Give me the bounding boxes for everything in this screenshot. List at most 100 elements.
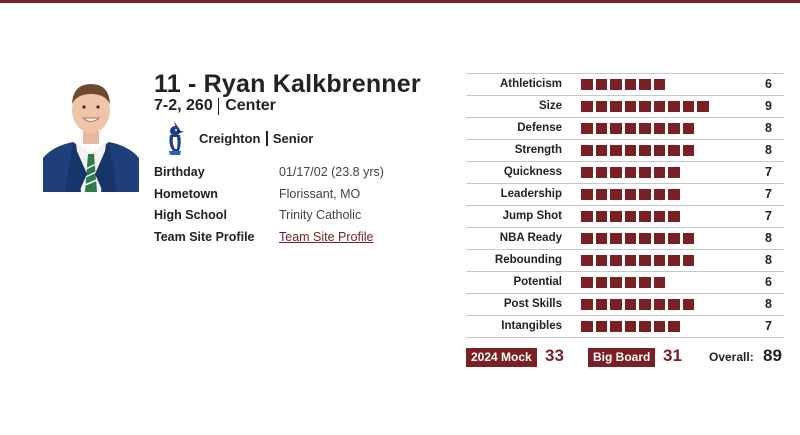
rating-bar-segment bbox=[653, 79, 665, 90]
rating-value: 8 bbox=[765, 231, 772, 245]
rating-bar-segment bbox=[624, 277, 636, 288]
rating-bar bbox=[581, 255, 697, 266]
rating-value: 6 bbox=[765, 275, 772, 289]
rating-label: Size bbox=[538, 100, 562, 112]
rating-bar-segment bbox=[581, 277, 593, 288]
rating-bar-segment bbox=[668, 321, 680, 332]
rating-label: Rebounding bbox=[494, 254, 562, 266]
rating-value: 7 bbox=[765, 165, 772, 179]
rating-bar-segment bbox=[595, 101, 607, 112]
rating-bar-segment bbox=[668, 123, 680, 134]
rating-bar-segment bbox=[610, 145, 622, 156]
rating-bar-segment bbox=[581, 255, 593, 266]
rating-bar-segment bbox=[668, 145, 680, 156]
rating-bar-segment bbox=[624, 167, 636, 178]
rating-bar-segment bbox=[639, 277, 651, 288]
rating-bar bbox=[581, 299, 697, 310]
player-name: 11 - Ryan Kalkbrenner bbox=[154, 70, 421, 98]
rating-bar-segment bbox=[639, 123, 651, 134]
rating-bar-segment bbox=[581, 145, 593, 156]
rating-bar-segment bbox=[682, 233, 694, 244]
rating-bar-segment bbox=[595, 123, 607, 134]
rating-row: Size 9 bbox=[466, 95, 784, 117]
rating-bar-segment bbox=[653, 101, 665, 112]
rating-bar-segment bbox=[581, 233, 593, 244]
rating-bar-segment bbox=[595, 277, 607, 288]
rating-bar-segment bbox=[624, 189, 636, 200]
rating-bar-segment bbox=[624, 255, 636, 266]
rating-row: Strength 8 bbox=[466, 139, 784, 161]
rating-bar-segment bbox=[639, 101, 651, 112]
team-site-profile-link[interactable]: Team Site Profile bbox=[279, 230, 374, 244]
rating-bar bbox=[581, 321, 683, 332]
rating-bar-segment bbox=[624, 211, 636, 222]
rating-bar bbox=[581, 167, 683, 178]
rating-bar-segment bbox=[595, 299, 607, 310]
rating-bar-segment bbox=[653, 255, 665, 266]
info-value: Trinity Catholic bbox=[279, 208, 362, 222]
rating-bar-segment bbox=[581, 299, 593, 310]
rating-bar-segment bbox=[653, 321, 665, 332]
rating-value: 8 bbox=[765, 143, 772, 157]
rating-bar-segment bbox=[639, 233, 651, 244]
rating-row: Rebounding 8 bbox=[466, 249, 784, 271]
rating-row: Potential 6 bbox=[466, 271, 784, 293]
class-year: Senior bbox=[272, 130, 314, 146]
rating-bar-segment bbox=[639, 145, 651, 156]
rating-bar-segment bbox=[653, 233, 665, 244]
rating-bar-segment bbox=[581, 321, 593, 332]
rating-bar bbox=[581, 277, 668, 288]
rating-label: Post Skills bbox=[503, 298, 562, 310]
rating-bar-segment bbox=[653, 299, 665, 310]
rating-row: Leadership 7 bbox=[466, 183, 784, 205]
rating-row: Jump Shot 7 bbox=[466, 205, 784, 227]
rating-bar-segment bbox=[624, 123, 636, 134]
rating-bar-segment bbox=[610, 79, 622, 90]
rating-bar-segment bbox=[639, 189, 651, 200]
rating-row: Defense 8 bbox=[466, 117, 784, 139]
rating-bar bbox=[581, 79, 668, 90]
rating-bar-segment bbox=[581, 167, 593, 178]
rating-label: Jump Shot bbox=[502, 210, 562, 222]
mock-draft-value: 33 bbox=[545, 346, 564, 365]
rating-bar-segment bbox=[610, 321, 622, 332]
rating-label: Quickness bbox=[503, 166, 562, 178]
rating-bar-segment bbox=[595, 321, 607, 332]
divider bbox=[266, 130, 268, 146]
rating-value: 9 bbox=[765, 99, 772, 113]
rating-bar-segment bbox=[668, 255, 680, 266]
rating-label: Defense bbox=[517, 122, 562, 134]
player-position: Center bbox=[225, 97, 276, 114]
rating-bar-segment bbox=[697, 101, 709, 112]
rating-bar-segment bbox=[682, 101, 694, 112]
rating-bar-segment bbox=[682, 255, 694, 266]
info-label: High School bbox=[154, 208, 227, 222]
rating-bar bbox=[581, 189, 683, 200]
rating-value: 7 bbox=[765, 187, 772, 201]
rating-row: Intangibles 7 bbox=[466, 315, 784, 338]
rating-bar-segment bbox=[682, 299, 694, 310]
rating-bar-segment bbox=[581, 79, 593, 90]
rating-bar-segment bbox=[653, 145, 665, 156]
divider bbox=[217, 97, 220, 115]
rating-bar-segment bbox=[639, 79, 651, 90]
rating-bar-segment bbox=[610, 189, 622, 200]
info-label: Team Site Profile bbox=[154, 230, 255, 244]
rating-bar-segment bbox=[610, 299, 622, 310]
rating-bar-segment bbox=[668, 299, 680, 310]
rating-value: 7 bbox=[765, 209, 772, 223]
rating-row: Athleticism 6 bbox=[466, 73, 784, 95]
rating-bar-segment bbox=[653, 123, 665, 134]
rating-bar-segment bbox=[682, 123, 694, 134]
rating-bar-segment bbox=[668, 211, 680, 222]
rating-label: Athleticism bbox=[500, 78, 562, 90]
height-weight: 7-2, 260 bbox=[154, 97, 213, 114]
rating-label: Strength bbox=[514, 144, 562, 156]
rating-value: 7 bbox=[765, 319, 772, 333]
rating-label: Intangibles bbox=[501, 320, 562, 332]
rating-value: 8 bbox=[765, 297, 772, 311]
rating-bar-segment bbox=[639, 167, 651, 178]
rating-value: 8 bbox=[765, 253, 772, 267]
player-measurements: 7-2, 260 Center bbox=[154, 97, 276, 115]
rating-bar-segment bbox=[595, 79, 607, 90]
